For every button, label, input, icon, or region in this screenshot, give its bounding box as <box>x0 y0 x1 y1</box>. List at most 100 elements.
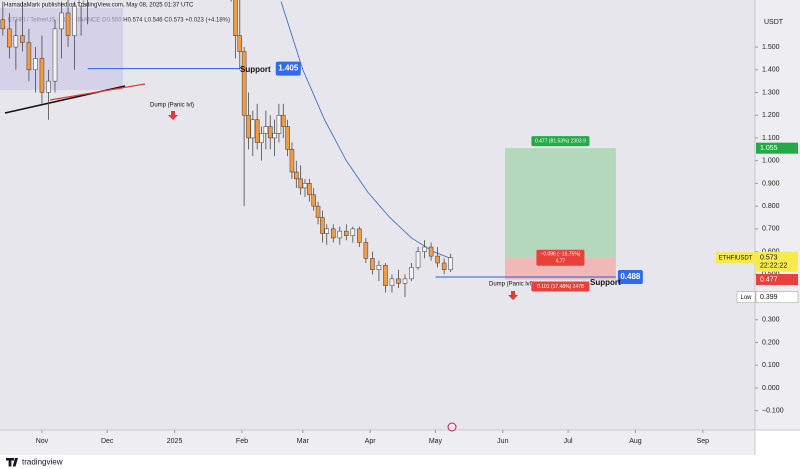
target-label: 0.477 (81.53%) 2303.9 <box>535 139 586 145</box>
candle-body <box>435 255 440 264</box>
label-box <box>536 249 585 266</box>
x-tick-label: Aug <box>629 438 642 445</box>
support-price-box <box>275 61 301 76</box>
candle-body <box>7 28 12 48</box>
candle-body <box>422 246 427 252</box>
x-tick-label: Feb <box>236 438 248 445</box>
candle-body <box>337 230 343 239</box>
candle-body <box>370 258 375 271</box>
note-label: Dump (Panic lvl) <box>150 103 194 109</box>
y-tick-label: 0.300 <box>762 317 780 324</box>
candle-body <box>285 126 290 150</box>
x-tick-label: Apr <box>365 438 377 445</box>
candle-body <box>233 0 238 36</box>
stop-label: 0.101 (17.48%) 2478 <box>537 284 584 290</box>
candle-body <box>59 12 64 30</box>
price-scale <box>755 0 800 430</box>
candle-body <box>13 35 19 48</box>
price-tag-label: 1.055 <box>760 145 778 152</box>
candle-body <box>350 228 356 236</box>
candle-body <box>331 228 336 239</box>
event-icon <box>447 422 457 432</box>
candle-body <box>281 114 286 127</box>
profit-zone <box>505 148 616 258</box>
price-tag <box>756 274 798 286</box>
price-tag <box>756 251 798 272</box>
candle-body <box>267 126 273 139</box>
candle-body <box>33 58 38 71</box>
candle-body <box>52 28 58 82</box>
support-price-box <box>617 270 643 285</box>
candle-body <box>20 35 25 43</box>
y-tick-label: 1.500 <box>762 44 780 51</box>
candle-body <box>65 12 71 36</box>
x-tick-label: May <box>429 438 443 445</box>
candle-body <box>324 228 329 234</box>
y-tick-label: 0.000 <box>762 385 780 392</box>
footer <box>0 455 800 469</box>
y-tick-label: 1.000 <box>762 158 780 165</box>
candle-body <box>409 267 414 280</box>
x-tick-label: Jul <box>564 438 573 445</box>
y-tick-label: 0.700 <box>762 226 780 233</box>
x-tick-label: Nov <box>36 438 49 445</box>
candle-body <box>307 183 312 196</box>
candle-body <box>246 114 251 139</box>
x-tick-label: Jun <box>497 438 508 445</box>
risk-label: −0.096 (−16.75%) <box>540 252 580 258</box>
low-tag-label: Low <box>740 295 752 301</box>
candle-body <box>72 5 77 36</box>
candle-body <box>272 133 277 139</box>
candle-body <box>259 133 264 143</box>
candle-body <box>263 126 269 134</box>
candle-body <box>241 51 247 116</box>
trend-line <box>49 83 146 101</box>
price-tag-label: 0.573 <box>760 255 778 262</box>
candle-body <box>302 183 308 189</box>
candle-body <box>363 242 369 259</box>
symbol-tag-label: ETHFIUSDT <box>719 255 753 261</box>
candle-body <box>396 278 401 284</box>
candle-body <box>311 194 316 207</box>
candle-body <box>383 264 388 286</box>
support-price: 1.405 <box>278 64 299 73</box>
candle-body <box>320 217 325 234</box>
x-tick-label: Sep <box>697 438 710 445</box>
candle-body <box>376 264 382 271</box>
y-tick-label: 1.100 <box>762 135 780 142</box>
label-box <box>531 281 590 292</box>
candle-body <box>402 278 408 284</box>
published-line: HamadaMark published on TradingView.com,… <box>4 3 194 9</box>
candle-body <box>0 19 6 30</box>
note-label: Dump (Panic lvl) <box>489 282 533 288</box>
candle-body <box>254 119 260 143</box>
time-scale <box>0 430 755 455</box>
low-tag <box>736 291 756 304</box>
countdown-label: 22:22:22 <box>760 263 787 270</box>
candle-body <box>289 149 295 173</box>
support-label: Support <box>590 278 621 287</box>
y-tick-label: 0.900 <box>762 180 780 187</box>
ratio-label: 4.77 <box>556 259 566 265</box>
candle-body <box>250 119 256 139</box>
y-tick-label: 0.200 <box>762 339 780 346</box>
note-arrow <box>168 111 178 120</box>
x-tick-label: Dec <box>101 438 114 445</box>
price-axis-label: USDT <box>764 19 784 26</box>
x-tick-label: 2025 <box>167 438 183 445</box>
note-arrow <box>508 291 518 300</box>
y-tick-label: −0.100 <box>762 408 784 415</box>
footer-brand: tradingview <box>22 458 63 467</box>
candle-body <box>344 230 349 236</box>
candle-body <box>46 80 51 93</box>
candle-body <box>315 205 321 218</box>
candle-body <box>448 257 453 271</box>
support-price: 0.488 <box>620 272 641 281</box>
support-label: Support <box>240 65 271 74</box>
footer-logo <box>5 458 18 467</box>
candle-body <box>441 262 447 271</box>
price-tag <box>756 142 798 154</box>
price-tag <box>755 291 799 304</box>
